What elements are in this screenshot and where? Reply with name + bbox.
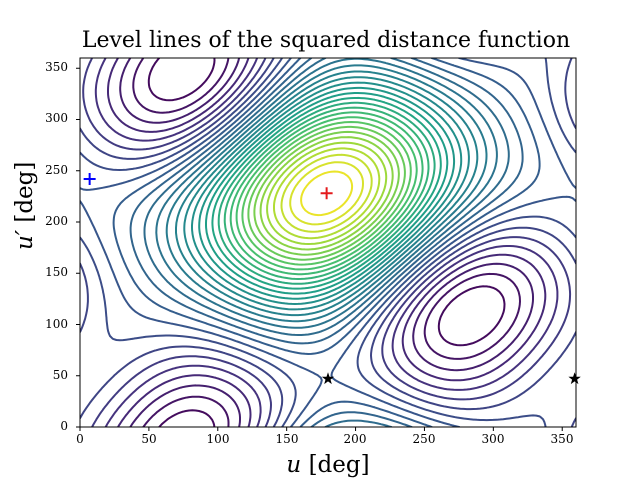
x-tick-label: 50 [141,432,157,446]
level-line [241,121,412,266]
level-line [198,86,456,300]
level-line [273,147,381,240]
level-line [132,58,521,427]
star-marker [568,372,581,385]
x-tick-label: 100 [206,432,230,446]
plus-marker [320,187,333,200]
level-line [183,76,470,311]
level-line [82,58,572,427]
y-tick-label: 200 [45,214,68,228]
level-line [205,92,449,295]
y-tick-label: 150 [45,265,68,279]
level-line [94,58,559,427]
x-tick-label: 150 [275,432,299,446]
y-tick-label: 250 [45,163,68,177]
level-line [80,58,576,427]
x-tick-label: 250 [412,432,436,446]
level-line [80,58,576,427]
level-line [229,111,424,276]
level-line [155,58,498,329]
contour-lines [80,58,576,427]
level-line [211,96,442,290]
axis-ticks [76,67,563,431]
level-line [266,141,388,245]
x-tick-label: 350 [550,432,574,446]
plus-marker [83,172,96,185]
x-tick-label: 300 [481,432,505,446]
level-line [235,116,418,271]
level-line [175,70,479,317]
level-line [289,161,364,226]
y-tick-label: 100 [45,317,68,331]
axes-frame [79,57,577,428]
chart-title: Level lines of the squared distance func… [81,28,571,53]
y-tick-label: 50 [52,368,68,382]
y-axis-label: u′ [deg] [12,161,38,250]
level-line [217,101,436,285]
markers [83,172,581,385]
level-line [119,58,534,427]
y-tick-label: 0 [60,419,68,433]
x-axis-label: u [deg] [286,452,370,478]
level-line [112,58,541,427]
y-tick-label: 300 [45,111,68,125]
x-tick-label: 0 [76,432,84,446]
star-marker [321,372,335,385]
level-line [280,153,373,233]
level-line [107,58,547,427]
level-line [165,64,488,323]
level-line [223,106,430,280]
level-line [191,81,463,305]
level-line [247,125,406,261]
level-line [300,170,354,217]
x-tick-label: 200 [343,432,367,446]
level-line [143,58,510,427]
level-line [80,58,576,427]
y-tick-label: 350 [45,60,68,74]
level-line [253,130,400,256]
level-line [259,136,394,251]
